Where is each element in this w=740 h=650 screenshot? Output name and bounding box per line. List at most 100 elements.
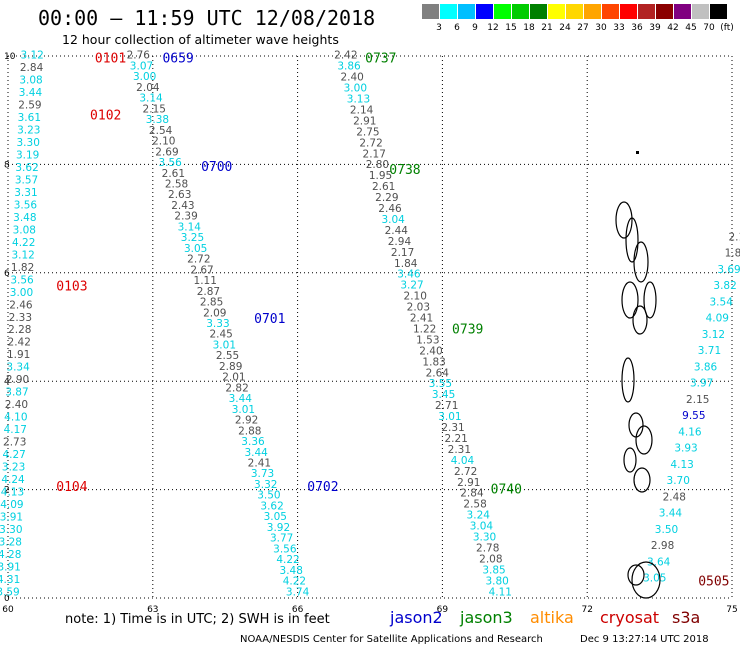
legend-jason2: jason2: [390, 608, 443, 627]
swh-value: 3.25: [181, 232, 204, 244]
swh-value: 2.76: [127, 50, 151, 62]
island-outline: [636, 151, 639, 154]
x-tick-label: 60: [2, 605, 14, 615]
pass-label: 0102: [90, 109, 121, 124]
swh-value: 3.56: [10, 274, 34, 286]
color-swatch: [458, 4, 475, 19]
page-subtitle: 12 hour collection of altimeter wave hei…: [62, 32, 339, 47]
swh-value: 3.01: [213, 339, 236, 351]
x-tick-label: 66: [292, 605, 304, 615]
color-scale-label: 12: [487, 23, 499, 33]
swh-value: 3.13: [347, 94, 370, 106]
swh-value: 2.67: [190, 264, 213, 276]
swh-value: 2.01: [222, 372, 245, 384]
swh-value: 3.05: [643, 573, 666, 585]
color-swatch: [656, 4, 673, 19]
swh-value: 3.30: [17, 137, 40, 149]
x-tick-label: 69: [437, 605, 449, 615]
swh-value: 2.72: [454, 466, 477, 478]
swh-value: 2.46: [9, 299, 33, 311]
swh-value: 2.04: [136, 82, 160, 94]
swh-value: 2.21: [444, 433, 467, 445]
swh-value: 4.16: [678, 426, 702, 438]
swh-value: 4.11: [489, 586, 512, 598]
page-title: 00:00 – 11:59 UTC 12/08/2018: [38, 6, 376, 30]
swh-value: 3.74: [286, 586, 310, 598]
swh-value: 2.84: [460, 488, 484, 500]
timestamp-text: Dec 9 13:27:14 UTC 2018: [580, 634, 709, 645]
color-scale-label: 39: [649, 23, 661, 33]
swh-value: 3.12: [20, 50, 43, 62]
swh-value: 2.87: [197, 286, 220, 298]
credit-text: NOAA/NESDIS Center for Satellite Applica…: [240, 634, 543, 645]
swh-value: 2.14: [350, 104, 374, 116]
swh-value: 3.44: [229, 393, 253, 405]
swh-value: 3.27: [400, 280, 423, 292]
swh-value: 2.92: [235, 415, 258, 427]
swh-value: 3.44: [659, 508, 683, 520]
color-swatch: [440, 4, 457, 19]
swh-value: 2.89: [219, 361, 242, 373]
swh-value: 3.12: [702, 329, 725, 341]
swh-value: 1.83: [422, 356, 445, 368]
swh-value: 2.31: [448, 444, 471, 456]
pass-label: 0103: [56, 279, 87, 294]
pass-label: 0738: [389, 163, 420, 178]
pass-label: 0701: [254, 312, 285, 327]
island-outline: [627, 564, 645, 586]
swh-value: 2.61: [162, 168, 185, 180]
island-outline: [632, 305, 648, 335]
swh-value: 4.22: [283, 576, 306, 588]
swh-value: 2.31: [441, 422, 464, 434]
swh-value: 3.14: [178, 221, 202, 233]
swh-value: 2.80: [366, 159, 389, 171]
swh-value: 2.88: [238, 425, 261, 437]
swh-value: 3.05: [184, 243, 207, 255]
swh-value: 3.04: [381, 214, 405, 226]
color-swatch: [548, 4, 565, 19]
swh-value: 3.56: [14, 199, 38, 211]
swh-value: 4.13: [1, 486, 24, 498]
swh-value: 2.44: [385, 225, 409, 237]
pass-label: 0740: [491, 483, 522, 498]
swh-value: 3.70: [667, 475, 690, 487]
swh-value: 3.91: [0, 561, 21, 573]
swh-value: 4.09: [706, 313, 729, 325]
swh-value: 1.53: [416, 334, 439, 346]
swh-value: 2.71: [435, 400, 458, 412]
swh-value: 2.91: [457, 477, 480, 489]
legend-altika: altika: [530, 608, 574, 627]
swh-value: 2.41: [248, 458, 271, 470]
swh-value: 4.24: [1, 474, 25, 486]
swh-value: 3.71: [698, 345, 721, 357]
color-scale-label: 3: [436, 23, 442, 33]
swh-value: 2.10: [404, 291, 427, 303]
island-outline: [643, 281, 657, 319]
swh-value: 2.58: [463, 499, 486, 511]
color-scale-label: 18: [523, 23, 535, 33]
y-tick-label: 10: [4, 52, 16, 62]
swh-value: 2.40: [419, 345, 442, 357]
swh-value: 2.64: [426, 367, 450, 379]
x-tick-label: 75: [726, 605, 737, 615]
swh-value: 3.30: [0, 524, 23, 536]
swh-value: 3.23: [17, 125, 40, 137]
pass-label: 0702: [307, 480, 338, 495]
swh-value: 3.92: [267, 522, 290, 534]
color-scale-label: 6: [454, 23, 460, 33]
swh-value: 2.48: [663, 491, 686, 503]
pass-label: 0700: [201, 160, 232, 175]
color-scale-label: 27: [577, 23, 589, 33]
swh-value: 3.23: [2, 462, 25, 474]
color-scale-label: 33: [613, 23, 625, 33]
swh-value: 4.22: [12, 237, 35, 249]
swh-value: 2.84: [20, 62, 44, 74]
swh-value: 3.19: [16, 150, 39, 162]
swh-value: 2.29: [375, 192, 398, 204]
color-scale-label: 45: [685, 23, 697, 33]
swh-value: 3.86: [337, 61, 361, 73]
swh-value: 2.94: [388, 236, 412, 248]
swh-value: 3.24: [467, 510, 491, 522]
swh-value: 2.46: [378, 203, 402, 215]
